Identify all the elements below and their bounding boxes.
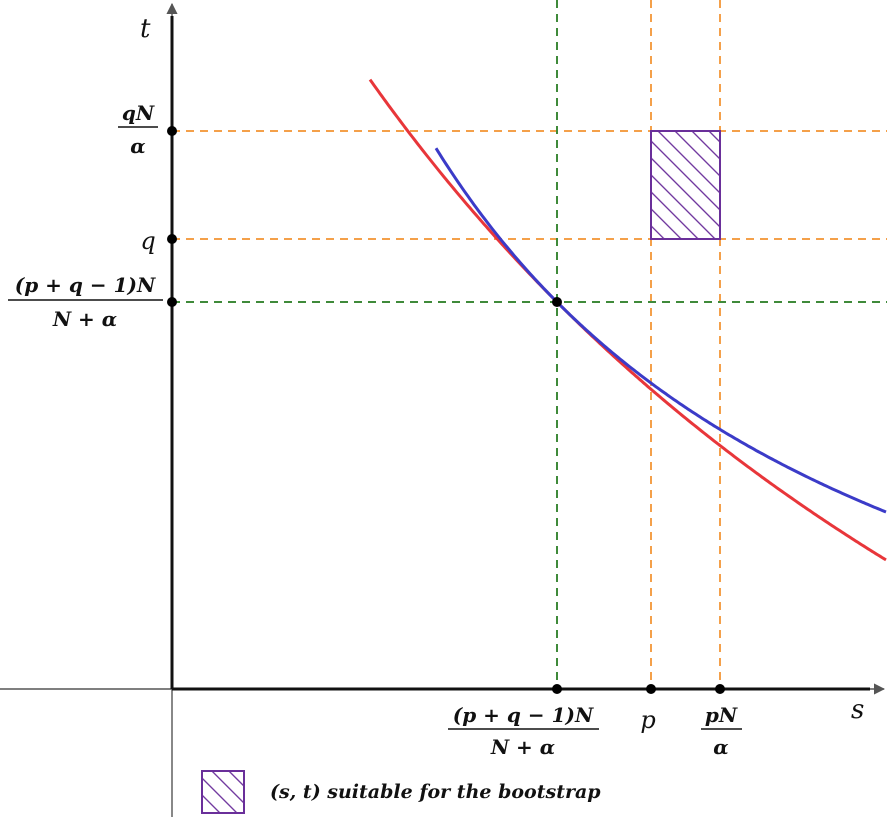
y-tick-intersection-num: (p + q − 1)N bbox=[15, 273, 156, 297]
x-tick-intersection-den: N + α bbox=[490, 735, 555, 759]
legend-label: (s, t) suitable for the bootstrap bbox=[270, 781, 601, 803]
red-curve bbox=[368, 78, 887, 562]
point-q bbox=[167, 234, 177, 244]
point-qN-over-alpha bbox=[167, 126, 177, 136]
y-tick-qN-over-alpha-num: qN bbox=[122, 101, 155, 125]
y-axis-label: t bbox=[140, 14, 151, 44]
point-p bbox=[646, 684, 656, 694]
y-tick-qN-over-alpha-den: α bbox=[130, 134, 145, 158]
legend-swatch bbox=[201, 770, 245, 814]
y-tick-q: q bbox=[140, 227, 155, 255]
y-tick-intersection-den: N + α bbox=[52, 307, 117, 331]
suitable-region bbox=[650, 130, 721, 240]
x-axis-label: s bbox=[851, 695, 864, 725]
point-intersection-x bbox=[552, 684, 562, 694]
x-tick-intersection-num: (p + q − 1)N bbox=[453, 703, 594, 727]
point-intersection-y bbox=[167, 297, 177, 307]
point-pN-over-alpha bbox=[715, 684, 725, 694]
x-tick-p: p bbox=[640, 706, 655, 734]
legend: (s, t) suitable for the bootstrap bbox=[201, 770, 601, 814]
point-intersection bbox=[552, 297, 562, 307]
blue-curve bbox=[434, 147, 887, 514]
x-tick-pN-over-alpha-num: pN bbox=[705, 703, 738, 727]
x-tick-pN-over-alpha-den: α bbox=[713, 735, 728, 759]
